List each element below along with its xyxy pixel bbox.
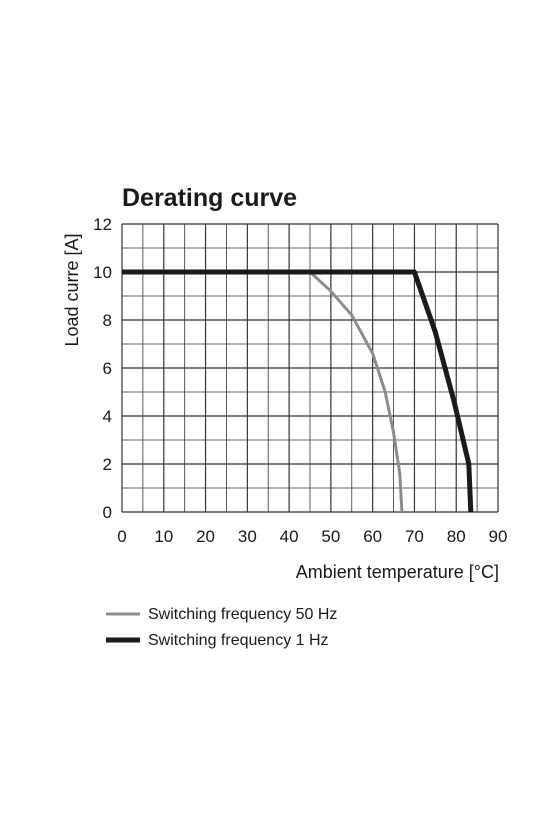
x-tick-label: 20 [196,527,215,546]
y-tick-label: 0 [103,503,112,522]
y-tick-label: 8 [103,311,112,330]
y-tick-label: 12 [93,215,112,234]
x-tick-label: 0 [117,527,126,546]
x-tick-label: 40 [280,527,299,546]
x-tick-labels: 0 10 20 30 40 50 60 70 80 90 [117,527,507,546]
grid [121,223,499,513]
x-tick-label: 30 [238,527,257,546]
x-axis-label: Ambient temperature [°C] [296,562,499,582]
x-tick-label: 60 [363,527,382,546]
chart-title: Derating curve [122,184,297,212]
y-tick-labels: 0 2 4 6 8 10 12 [93,215,112,522]
y-tick-label: 6 [103,359,112,378]
x-tick-label: 50 [321,527,340,546]
y-tick-label: 4 [103,407,112,426]
legend-label: Switching frequency 50 Hz [148,606,337,623]
legend: Switching frequency 50 Hz Switching frequ… [106,606,337,649]
x-tick-label: 70 [405,527,424,546]
x-tick-label: 10 [154,527,173,546]
series-line-1 [122,270,404,513]
y-axis-label: Load curre [A] [62,233,82,346]
y-tick-label: 2 [103,455,112,474]
x-tick-label: 80 [447,527,466,546]
x-tick-label: 90 [489,527,508,546]
legend-label: Switching frequency 1 Hz [148,632,329,649]
y-tick-label: 10 [93,263,112,282]
series-line-2 [122,269,474,513]
series-lines [122,269,474,513]
